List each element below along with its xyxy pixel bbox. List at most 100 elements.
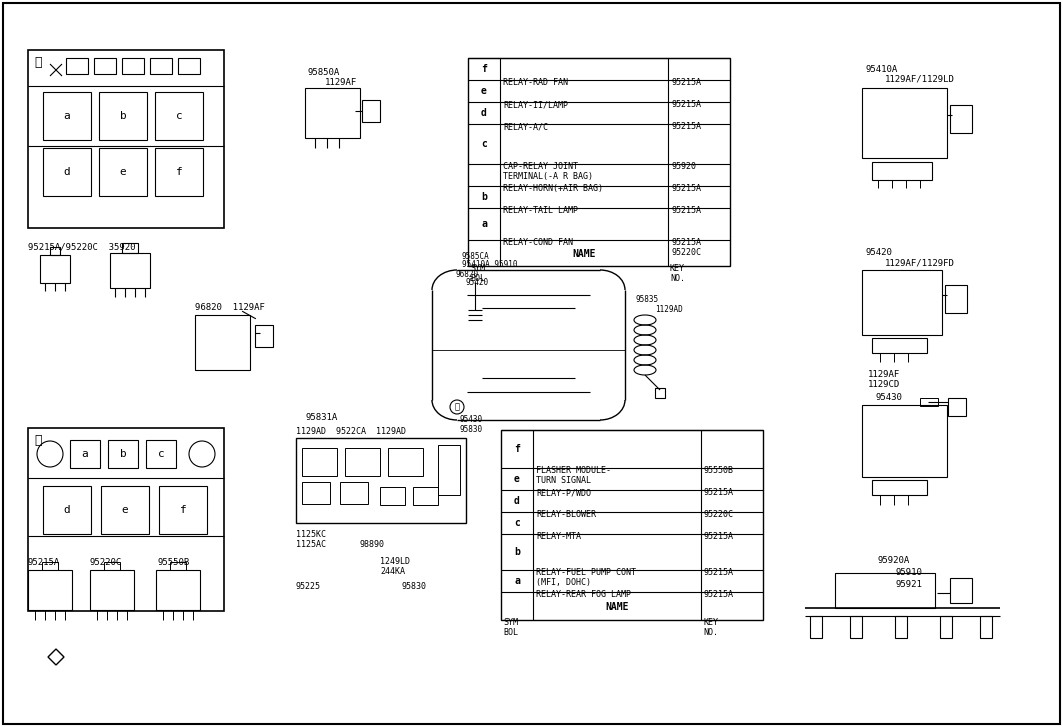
Bar (255, 325, 273, 347)
Text: RELAY-COND FAN: RELAY-COND FAN (503, 238, 573, 247)
Text: NAME: NAME (572, 249, 595, 259)
Text: ①: ① (455, 403, 459, 411)
Text: 9585CA: 9585CA (462, 252, 490, 261)
Bar (379, 487, 405, 505)
Text: 1129AF: 1129AF (868, 370, 900, 379)
Text: c: c (482, 139, 487, 149)
Text: 95830: 95830 (460, 425, 483, 434)
Text: RELAY-MTA: RELAY-MTA (536, 532, 581, 541)
Text: d: d (482, 108, 487, 118)
Bar (99, 92, 147, 140)
Text: 95920A: 95920A (878, 556, 910, 565)
Bar (178, 58, 200, 74)
Bar (302, 448, 337, 476)
Text: 95430: 95430 (876, 393, 902, 402)
Text: 95215A: 95215A (704, 488, 733, 497)
Bar (302, 482, 330, 504)
Text: KEY
NO.: KEY NO. (670, 264, 685, 284)
Text: 95835: 95835 (635, 295, 658, 304)
Text: a: a (514, 576, 520, 586)
Text: 95220C: 95220C (90, 558, 122, 567)
Text: ①: ① (34, 56, 41, 69)
Bar (109, 253, 150, 288)
Bar (501, 430, 763, 620)
Text: e: e (514, 474, 520, 484)
Text: 1129AD: 1129AD (655, 305, 682, 314)
Text: f: f (175, 167, 183, 177)
Text: c: c (157, 449, 165, 459)
Text: 95215A
95220C: 95215A 95220C (671, 238, 701, 257)
Text: 95215A: 95215A (704, 590, 733, 599)
Bar (862, 270, 942, 335)
Text: 95830: 95830 (402, 582, 427, 591)
Text: 1125KC: 1125KC (296, 530, 326, 539)
Text: 95215A: 95215A (671, 122, 701, 131)
Text: 95225: 95225 (296, 582, 321, 591)
Bar (146, 440, 176, 468)
Text: d: d (64, 505, 70, 515)
Bar (414, 487, 438, 505)
Text: 95921: 95921 (895, 580, 922, 589)
Text: 1129CD: 1129CD (868, 380, 900, 389)
Text: 95215A: 95215A (671, 78, 701, 87)
Text: 95850A: 95850A (308, 68, 340, 77)
Text: RELAY-BLOWER: RELAY-BLOWER (536, 510, 596, 519)
Bar (919, 398, 938, 406)
Text: 95410A: 95410A (865, 65, 897, 74)
Bar (872, 338, 927, 353)
Text: e: e (482, 86, 487, 96)
Text: 95215A: 95215A (704, 532, 733, 541)
Text: 95910: 95910 (895, 568, 922, 577)
Text: f: f (514, 444, 520, 454)
Bar (362, 100, 379, 122)
Bar (810, 616, 822, 638)
Bar (170, 562, 186, 570)
Bar (108, 440, 138, 468)
Bar (345, 448, 379, 476)
Bar (940, 616, 952, 638)
Bar (655, 388, 665, 398)
Text: 96820  1129AF: 96820 1129AF (195, 303, 265, 312)
Text: 95215A: 95215A (671, 206, 701, 215)
Text: RELAY-HORN(+AIR BAG): RELAY-HORN(+AIR BAG) (503, 184, 603, 193)
Text: f: f (180, 505, 186, 515)
Text: b: b (514, 547, 520, 557)
Bar (99, 148, 147, 196)
Text: 95215A: 95215A (671, 100, 701, 109)
Text: 95420: 95420 (465, 278, 488, 287)
Bar (28, 570, 72, 610)
Text: 95410A 95910: 95410A 95910 (462, 260, 518, 269)
Text: 244KA: 244KA (379, 567, 405, 576)
Bar (43, 486, 91, 534)
Bar (950, 578, 972, 603)
Text: RELAY-TAIL LAMP: RELAY-TAIL LAMP (503, 206, 578, 215)
Text: KEY
NO.: KEY NO. (703, 618, 718, 638)
Bar (388, 448, 423, 476)
Bar (950, 105, 972, 133)
Text: c: c (175, 111, 183, 121)
Text: SYM
BOL: SYM BOL (503, 618, 518, 638)
Text: 96820: 96820 (455, 270, 478, 279)
Text: b: b (482, 192, 487, 202)
Text: 95215A: 95215A (28, 558, 61, 567)
Text: 98890: 98890 (360, 540, 385, 549)
Bar (862, 88, 947, 158)
Bar (90, 570, 134, 610)
Bar (122, 58, 144, 74)
Bar (28, 50, 224, 228)
Text: 1129AF/1129LD: 1129AF/1129LD (885, 75, 955, 84)
Bar (70, 440, 100, 468)
Bar (156, 570, 200, 610)
Text: CAP-RELAY JOINT
TERMINAL(-A R BAG): CAP-RELAY JOINT TERMINAL(-A R BAG) (503, 162, 593, 182)
Text: b: b (120, 111, 126, 121)
Bar (50, 247, 60, 255)
Text: FLASHER MODULE-
TURN SIGNAL: FLASHER MODULE- TURN SIGNAL (536, 466, 611, 486)
Bar (155, 148, 203, 196)
Text: 95215A: 95215A (704, 568, 733, 577)
Text: 95215A: 95215A (671, 184, 701, 193)
Bar (872, 162, 932, 180)
Bar (28, 428, 224, 611)
Bar (43, 148, 91, 196)
Text: NAME: NAME (605, 602, 628, 612)
Text: 95220C: 95220C (704, 510, 733, 519)
